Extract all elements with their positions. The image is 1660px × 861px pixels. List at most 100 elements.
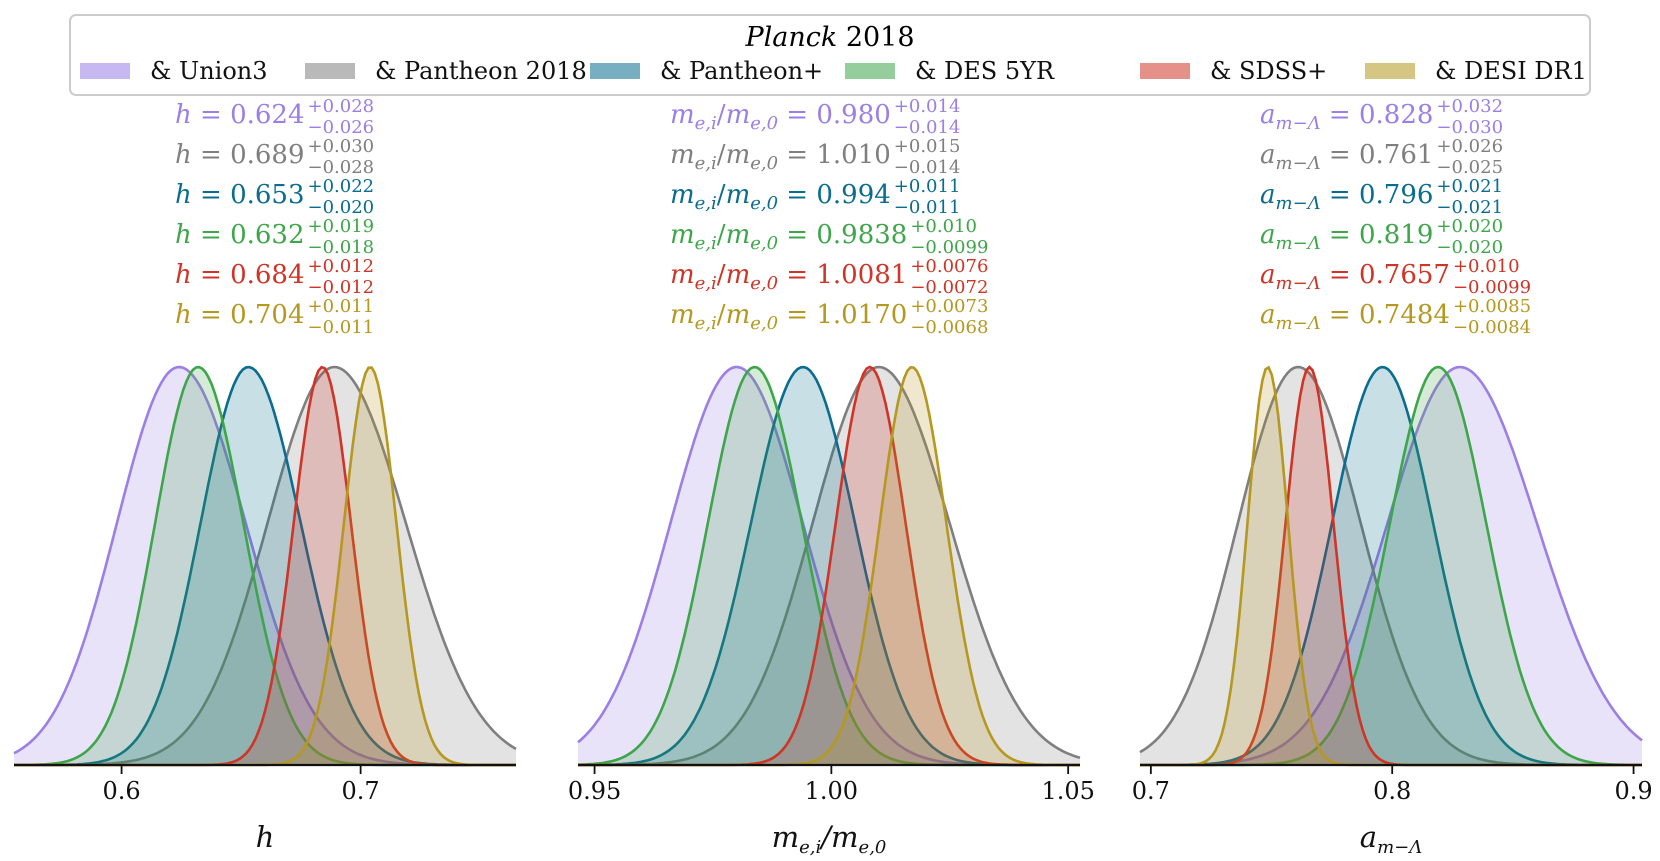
- legend-swatch: [80, 63, 130, 79]
- upper-error: +0.014: [894, 96, 961, 117]
- symbol-subscript: m−Λ: [1276, 273, 1321, 294]
- legend-label: & DESI DR1: [1435, 57, 1587, 85]
- estimate-annotation: am−Λ = 0.828: [1260, 100, 1433, 134]
- upper-error: +0.030: [308, 136, 375, 157]
- symbol: h: [175, 220, 192, 250]
- legend-entry: & Pantheon+: [590, 57, 823, 85]
- legend-swatch: [305, 63, 355, 79]
- lower-error: −0.0099: [1453, 277, 1531, 298]
- symbol: m: [670, 220, 695, 250]
- symbol-subscript: e,0: [750, 113, 778, 134]
- lower-error: −0.020: [308, 197, 375, 218]
- x-axis-title: h: [256, 820, 275, 854]
- estimate-annotation: am−Λ = 0.819: [1260, 220, 1433, 254]
- estimate-value: = 0.7484: [1321, 300, 1450, 330]
- symbol: m: [726, 220, 751, 250]
- symbol: m: [726, 260, 751, 290]
- x-tick-label: 0.7: [342, 777, 380, 805]
- legend-swatch: [845, 63, 895, 79]
- lower-error: −0.0072: [910, 277, 988, 298]
- symbol: h: [175, 300, 192, 330]
- symbol: h: [256, 820, 275, 854]
- symbol-subscript: e,0: [859, 837, 887, 858]
- legend-swatch: [590, 63, 640, 79]
- posterior-fill: [1140, 367, 1642, 765]
- estimate-value: = 0.994: [778, 180, 891, 210]
- symbol-subscript: e,i: [695, 313, 717, 334]
- estimate-annotation: me,i/me,0 = 1.0170: [670, 300, 907, 334]
- upper-error: +0.032: [1436, 96, 1503, 117]
- posterior-fill: [14, 367, 516, 765]
- upper-error: +0.026: [1436, 136, 1503, 157]
- symbol-subscript: e,0: [750, 153, 778, 174]
- symbol: h: [175, 100, 192, 130]
- lower-error: −0.011: [894, 197, 961, 218]
- upper-error: +0.020: [1436, 216, 1503, 237]
- symbol-subscript: e,i: [695, 113, 717, 134]
- estimate-annotation: me,i/me,0 = 0.994: [670, 180, 891, 214]
- symbol-subscript: m−Λ: [1276, 313, 1321, 334]
- lower-error: −0.026: [308, 117, 375, 138]
- legend-frame: [69, 14, 1591, 96]
- posterior-fill: [1140, 367, 1642, 765]
- x-tick-label: 1.00: [805, 777, 858, 805]
- symbol: a: [1260, 140, 1276, 170]
- estimate-value: = 0.819: [1321, 220, 1434, 250]
- upper-error: +0.011: [894, 176, 961, 197]
- estimate-annotation: am−Λ = 0.796: [1260, 180, 1433, 214]
- upper-error: +0.015: [894, 136, 961, 157]
- symbol-subscript: e,0: [750, 273, 778, 294]
- symbol: m: [670, 260, 695, 290]
- estimate-value: = 0.828: [1321, 100, 1434, 130]
- posterior-fill: [1140, 367, 1642, 765]
- posterior-fill: [578, 367, 1080, 765]
- x-axis-title: me,i/me,0: [772, 820, 887, 858]
- posterior-fill: [578, 367, 1080, 765]
- symbol: m: [670, 300, 695, 330]
- estimate-annotation: h = 0.632: [175, 220, 305, 250]
- estimate-annotation: am−Λ = 0.7657: [1260, 260, 1450, 294]
- symbol: m: [772, 820, 800, 854]
- symbol-subscript: m−Λ: [1276, 153, 1321, 174]
- x-tick-label: 0.6: [102, 777, 140, 805]
- lower-error: −0.014: [894, 157, 961, 178]
- upper-error: +0.022: [308, 176, 375, 197]
- symbol-subscript: m−Λ: [1276, 113, 1321, 134]
- symbol: a: [1260, 220, 1276, 250]
- lower-error: −0.014: [894, 117, 961, 138]
- legend-swatch: [1140, 63, 1190, 79]
- lower-error: −0.0084: [1453, 317, 1531, 338]
- lower-error: −0.012: [308, 277, 375, 298]
- symbol-subscript: e,i: [695, 233, 717, 254]
- upper-error: +0.012: [308, 256, 375, 277]
- posterior-fill: [14, 367, 516, 765]
- symbol-subscript: m−Λ: [1276, 193, 1321, 214]
- lower-error: −0.020: [1436, 237, 1503, 258]
- panel-3: 0.7 0.8 0.9am−Λam−Λ = 0.828 +0.032−0.030am−…: [1132, 96, 1653, 858]
- legend-entry: & DESI DR1: [1365, 57, 1587, 85]
- upper-error: +0.0073: [910, 296, 988, 317]
- legend-label: & SDSS+: [1210, 57, 1327, 85]
- symbol-slash: /: [717, 100, 726, 130]
- estimate-annotation: h = 0.624: [175, 100, 305, 130]
- estimate-value: = 1.0081: [778, 260, 907, 290]
- upper-error: +0.0085: [1453, 296, 1531, 317]
- symbol-slash: /: [717, 180, 726, 210]
- symbol-subscript: e,i: [695, 193, 717, 214]
- legend-entry: & Union3: [80, 57, 268, 85]
- x-tick-label: 1.05: [1041, 777, 1094, 805]
- symbol-subscript: m−Λ: [1276, 233, 1321, 254]
- symbol-subscript: e,0: [750, 193, 778, 214]
- upper-error: +0.028: [308, 96, 375, 117]
- estimate-value: = 0.796: [1321, 180, 1434, 210]
- legend-swatch: [1365, 63, 1415, 79]
- lower-error: −0.030: [1436, 117, 1503, 138]
- upper-error: +0.010: [1453, 256, 1520, 277]
- legend-entry: & DES 5YR: [845, 57, 1055, 85]
- upper-error: +0.011: [308, 296, 375, 317]
- legend-entry: & Pantheon 2018: [305, 57, 587, 85]
- symbol: m: [726, 180, 751, 210]
